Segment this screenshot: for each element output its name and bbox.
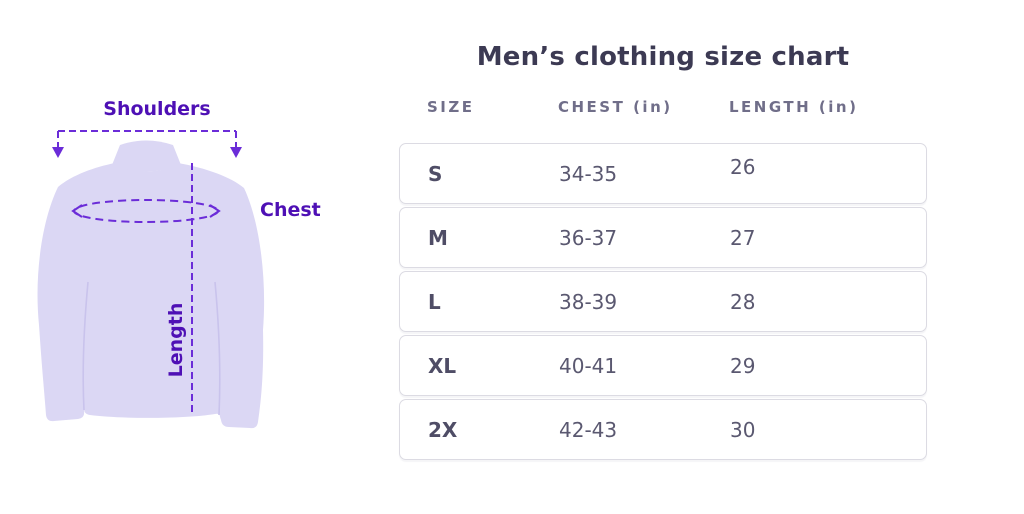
table-row: L 38-39 28 — [399, 271, 927, 332]
chest-arrow-right-icon — [209, 204, 221, 218]
cell-size: 2X — [428, 417, 458, 442]
table-row: M 36-37 27 — [399, 207, 927, 268]
cell-size: L — [428, 289, 441, 314]
shoulders-label: Shoulders — [103, 98, 211, 120]
column-header-chest: CHEST (in) — [558, 98, 673, 116]
column-header-size: SIZE — [427, 98, 475, 116]
sleeve-seam-left — [82, 281, 89, 411]
shoulders-arrow-right-icon — [230, 147, 242, 158]
table-row: 2X 42-43 30 — [399, 399, 927, 460]
table-header-row: SIZE CHEST (in) LENGTH (in) — [399, 98, 927, 118]
table-row: XL 40-41 29 — [399, 335, 927, 396]
cell-chest: 42-43 — [559, 417, 618, 442]
chest-arrow-left-icon — [71, 204, 83, 218]
sleeve-seam-right — [214, 281, 221, 416]
shirt-measurement-diagram: Shoulders Chest Length — [0, 0, 380, 514]
shirt-collar-shape — [112, 140, 181, 172]
cell-length: 30 — [730, 417, 756, 442]
cell-length: 28 — [730, 289, 756, 314]
shirt-body-shape — [37, 163, 265, 429]
cell-length: 26 — [730, 154, 756, 179]
page-title: Men’s clothing size chart — [476, 42, 850, 72]
table-row: S 34-35 26 — [399, 143, 927, 204]
chest-label: Chest — [260, 199, 321, 221]
cell-chest: 40-41 — [559, 353, 618, 378]
shoulders-arrow-left-icon — [52, 147, 64, 158]
column-header-length: LENGTH (in) — [729, 98, 859, 116]
length-label: Length — [165, 302, 187, 378]
cell-length: 27 — [730, 225, 756, 250]
cell-size: M — [428, 225, 448, 250]
shoulders-measure-line — [57, 130, 237, 147]
cell-length: 29 — [730, 353, 756, 378]
cell-chest: 38-39 — [559, 289, 618, 314]
shirt-illustration — [37, 130, 265, 429]
cell-size: S — [428, 161, 443, 186]
cell-size: XL — [428, 353, 457, 378]
table-body: S 34-35 26 M 36-37 27 L 38-39 28 XL 40-4… — [399, 143, 927, 463]
cell-chest: 34-35 — [559, 161, 618, 186]
cell-chest: 36-37 — [559, 225, 618, 250]
